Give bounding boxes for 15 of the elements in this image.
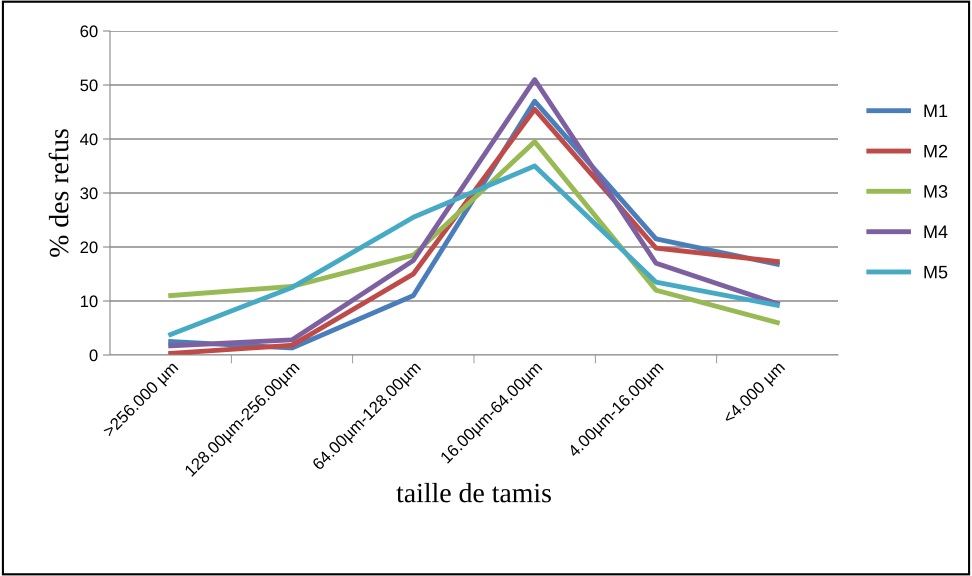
line-series <box>168 164 780 337</box>
legend-label: M4 <box>924 226 948 238</box>
y-tick-label: 50 <box>80 79 98 92</box>
y-tick-label: 30 <box>80 187 98 200</box>
legend-label: M5 <box>924 266 948 278</box>
y-tick-label: 60 <box>80 25 98 38</box>
legend-label: M3 <box>924 185 948 198</box>
y-axis-title: % des refus <box>48 129 69 257</box>
y-tick-label: 0 <box>90 349 98 362</box>
y-tick-label: 10 <box>80 295 98 308</box>
legend-label: M1 <box>924 104 948 118</box>
y-tick-label: 20 <box>80 241 98 254</box>
y-tick-label: 40 <box>80 133 98 146</box>
legend-label: M2 <box>924 144 948 158</box>
x-axis-title: taille de tamis <box>396 482 551 502</box>
